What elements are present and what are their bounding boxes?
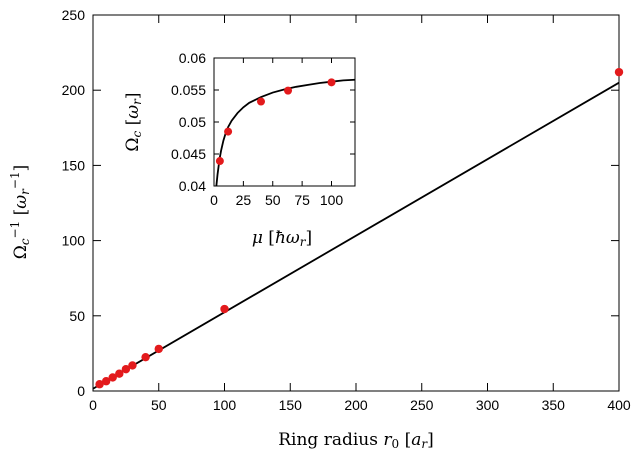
main-data-point	[154, 344, 163, 354]
inset-x-tick-label: 0	[210, 192, 218, 208]
main-y-axis-title: Ωc−1 [ωr−1]	[8, 165, 32, 260]
main-data-point	[95, 380, 104, 389]
inset-x-axis-title: μ [ħωr]	[252, 228, 312, 249]
main-data-point	[101, 377, 111, 386]
inset-y-tick-label: 0.045	[171, 146, 206, 162]
main-data-point	[108, 373, 117, 382]
main-x-tick-label: 200	[344, 397, 368, 413]
main-data-point	[614, 67, 624, 77]
main-x-axis-title: Ring radius r0 [ar]	[278, 430, 434, 451]
main-data-points	[95, 67, 624, 389]
main-data-point	[128, 361, 137, 370]
inset-data-point	[257, 97, 265, 106]
inset-axes: 0 25 50 75 100 0.04 0.045 0.05 0.055 0.06	[171, 50, 356, 208]
inset-y-tick-label: 0.06	[179, 50, 206, 66]
inset-data-point	[327, 78, 336, 87]
main-data-point	[115, 369, 124, 378]
main-y-tick-label: 0	[77, 383, 85, 399]
main-x-tick-label: 350	[542, 397, 566, 413]
main-data-point	[121, 364, 131, 374]
inset-y-axis-title: Ωc [ωr]	[123, 92, 144, 151]
main-x-tick-label: 50	[151, 397, 167, 413]
inset-x-tick-label: 25	[236, 192, 252, 208]
inset-data-point	[215, 157, 224, 166]
inset-x-tick-label: 100	[320, 192, 344, 208]
main-y-tick-label: 200	[62, 82, 86, 98]
main-data-point	[141, 352, 150, 362]
main-fit-line	[92, 81, 620, 390]
main-plot-frame	[92, 14, 620, 392]
inset-data-points	[215, 78, 336, 166]
inset-fit-curve	[215, 78, 356, 187]
main-x-tick-label: 0	[89, 397, 97, 413]
main-x-tick-label: 100	[213, 397, 237, 413]
inset-data-point	[224, 127, 233, 136]
main-x-tick-label: 400	[607, 397, 631, 413]
main-x-tick-label: 250	[410, 397, 434, 413]
main-y-tick-label: 100	[62, 233, 86, 249]
main-fit-path	[92, 81, 620, 390]
inset-y-tick-label: 0.04	[179, 178, 206, 194]
main-x-tick-label: 150	[279, 397, 303, 413]
main-x-tick-label: 300	[476, 397, 500, 413]
main-y-tick-label: 250	[62, 7, 86, 23]
inset-x-tick-label: 75	[294, 192, 310, 208]
inset-fit-path	[215, 78, 356, 187]
inset-y-tick-label: 0.05	[179, 114, 206, 130]
inset-data-point	[284, 86, 293, 95]
inset-background	[214, 58, 355, 186]
inset-x-tick-label: 50	[265, 192, 281, 208]
main-y-tick-label: 50	[69, 308, 85, 324]
inset-y-tick-label: 0.055	[171, 82, 206, 98]
main-data-point	[220, 304, 229, 314]
main-y-tick-label: 150	[62, 157, 86, 173]
